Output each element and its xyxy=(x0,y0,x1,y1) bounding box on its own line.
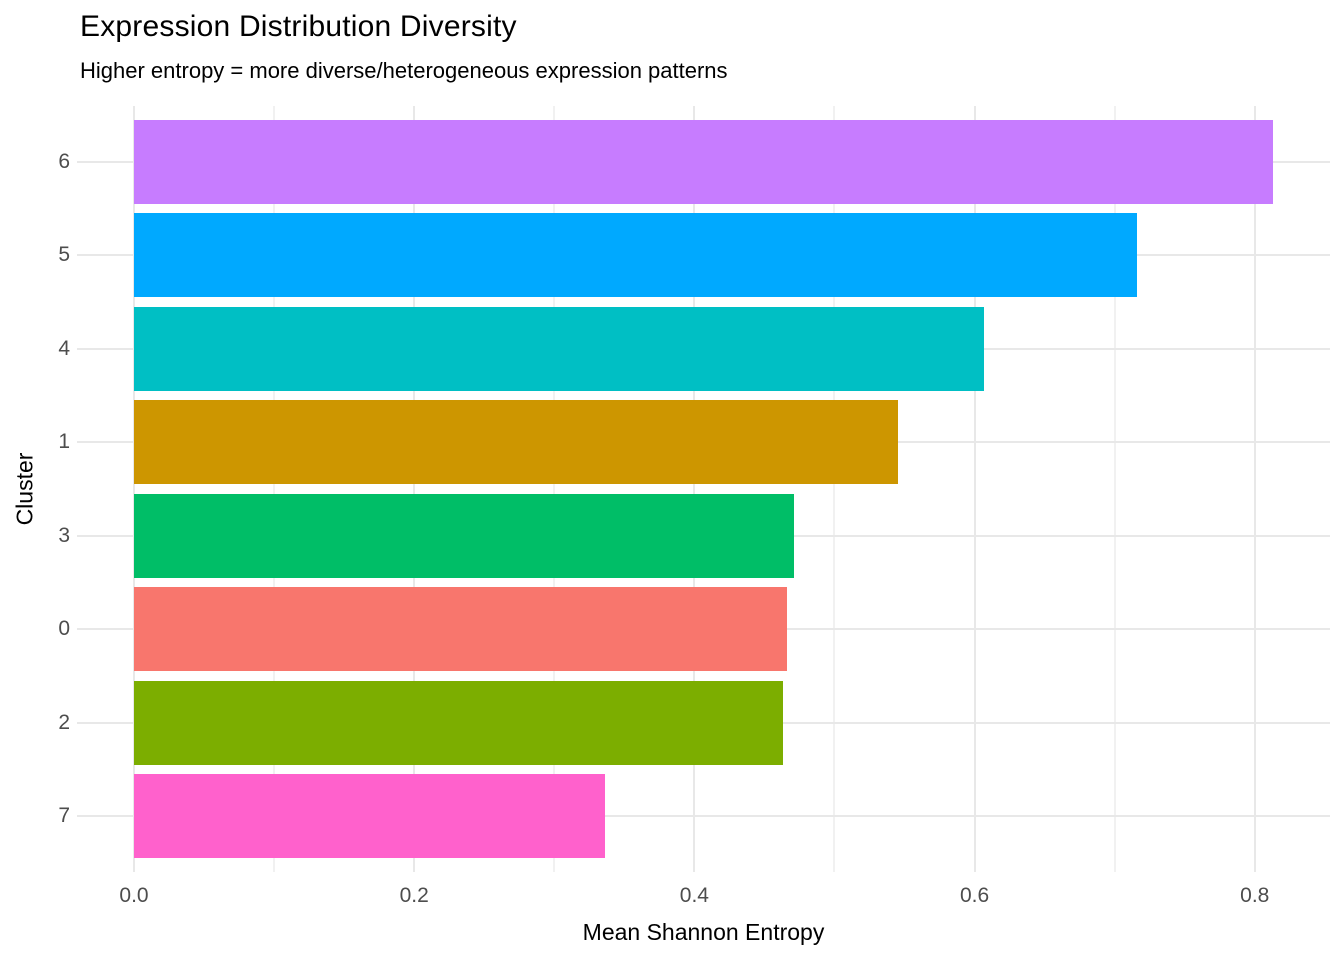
y-tick-label-0: 0 xyxy=(58,617,70,641)
x-major-gridline xyxy=(133,106,136,872)
chart-title: Expression Distribution Diversity xyxy=(80,10,517,43)
bar-cluster-3 xyxy=(134,493,794,578)
x-tick-label-0.8: 0.8 xyxy=(1240,884,1270,907)
chart-subtitle: Higher entropy = more diverse/heterogene… xyxy=(80,58,728,83)
bar-cluster-7 xyxy=(134,773,605,858)
bar-cluster-0 xyxy=(134,587,787,672)
bar-cluster-2 xyxy=(134,680,783,765)
y-tick-label-4: 4 xyxy=(58,336,70,360)
bar-cluster-1 xyxy=(134,400,898,485)
y-tick-label-7: 7 xyxy=(58,803,70,827)
plot-panel xyxy=(77,106,1330,872)
x-tick-label-0.0: 0.0 xyxy=(119,884,149,907)
x-minor-gridline xyxy=(273,106,276,872)
y-tick-label-1: 1 xyxy=(58,430,70,454)
x-axis-title: Mean Shannon Entropy xyxy=(582,919,825,945)
x-major-gridline xyxy=(693,106,696,872)
x-major-gridline xyxy=(1253,106,1256,872)
x-major-gridline xyxy=(413,106,416,872)
x-tick-label-0.2: 0.2 xyxy=(399,884,429,907)
y-major-gridline xyxy=(77,814,1330,817)
x-major-gridline xyxy=(973,106,976,872)
bar-cluster-6 xyxy=(134,120,1273,205)
x-minor-gridline xyxy=(1113,106,1116,872)
y-tick-label-6: 6 xyxy=(58,150,70,174)
y-tick-label-5: 5 xyxy=(58,243,70,267)
bar-cluster-5 xyxy=(134,213,1138,298)
y-tick-label-2: 2 xyxy=(58,710,70,734)
x-minor-gridline xyxy=(553,106,556,872)
y-tick-label-3: 3 xyxy=(58,523,70,547)
x-minor-gridline xyxy=(833,106,836,872)
x-tick-label-0.6: 0.6 xyxy=(959,884,990,907)
x-tick-label-0.4: 0.4 xyxy=(679,884,709,907)
y-axis-title: Cluster xyxy=(11,452,38,526)
bar-cluster-4 xyxy=(134,306,985,391)
